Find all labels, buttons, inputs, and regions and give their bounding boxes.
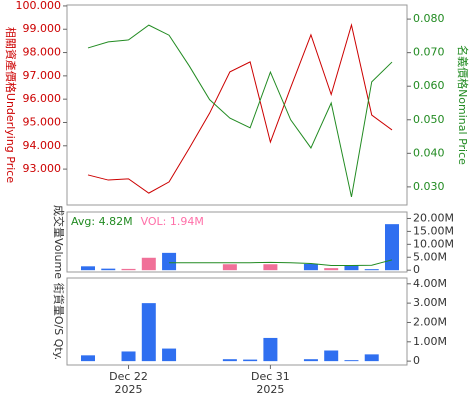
x-tick-label: Dec 31 xyxy=(251,370,290,383)
y-tick-label: 3.00M xyxy=(413,296,447,309)
y-tick-label: 94.000 xyxy=(23,139,62,152)
y-tick-label: 4.00M xyxy=(413,277,447,290)
bar xyxy=(222,359,237,362)
y-axis-label: 街貨量O/S Qty. xyxy=(52,283,66,360)
y-tick-label: 0 xyxy=(413,354,420,367)
series-line xyxy=(87,23,393,194)
bar xyxy=(81,355,95,362)
y-axis-label: 成交量Volume xyxy=(52,205,66,279)
y-tick-label: 98.000 xyxy=(23,46,62,59)
bar xyxy=(303,263,318,271)
y-tick-label: 95.000 xyxy=(23,115,62,128)
y-tick-label: 100.000 xyxy=(16,0,62,12)
y2-tick-label: 0.060 xyxy=(413,79,445,92)
bar xyxy=(121,268,136,271)
x-tick-label: Dec 22 xyxy=(109,370,148,383)
bar xyxy=(263,264,278,271)
bar xyxy=(121,351,136,362)
bar xyxy=(101,268,116,271)
bar xyxy=(162,252,177,271)
bar xyxy=(324,268,339,271)
bar xyxy=(364,354,379,362)
y2-tick-label: 0.050 xyxy=(413,113,445,126)
series-line xyxy=(87,24,393,198)
y2-tick-label: 0.040 xyxy=(413,146,445,159)
bar xyxy=(364,269,379,271)
y2-tick-label: 0.080 xyxy=(413,12,445,25)
bar xyxy=(344,265,359,271)
bar xyxy=(141,257,156,271)
x-tick-sublabel: 2025 xyxy=(115,383,143,396)
average-line xyxy=(169,259,393,267)
y2-axis-label: 名義價格Nominal Price xyxy=(456,45,470,165)
plot-frame xyxy=(66,4,408,206)
x-tick-sublabel: 2025 xyxy=(256,383,284,396)
y2-tick-label: 0.070 xyxy=(413,46,445,59)
bar xyxy=(81,266,95,271)
y-tick-label: 97.000 xyxy=(23,69,62,82)
annotation: Avg: 4.82M xyxy=(71,215,133,228)
bar xyxy=(162,348,177,362)
bar xyxy=(222,264,237,271)
bar xyxy=(303,359,318,362)
y-tick-label: 10.00M xyxy=(413,237,454,250)
y-tick-label: 96.000 xyxy=(23,92,62,105)
plot-frame xyxy=(66,277,408,366)
y-tick-label: 20.00M xyxy=(413,211,454,224)
bar xyxy=(324,350,339,362)
y-axis-label: 相關資產價格Underlying Price xyxy=(4,27,18,183)
y-tick-label: 2.00M xyxy=(413,315,447,328)
annotation: VOL: 1.94M xyxy=(141,215,204,228)
y-tick-label: 0 xyxy=(413,263,420,276)
y-tick-label: 99.000 xyxy=(23,22,62,35)
bar xyxy=(243,359,258,362)
bar xyxy=(385,224,399,271)
bar xyxy=(263,337,278,362)
plot-frame xyxy=(66,211,408,273)
bar xyxy=(344,360,359,362)
y-tick-label: 1.00M xyxy=(413,335,447,348)
y-tick-label: 5.00M xyxy=(413,250,447,263)
y2-tick-label: 0.030 xyxy=(413,180,445,193)
y-tick-label: 93.000 xyxy=(23,162,62,175)
y-tick-label: 15.00M xyxy=(413,224,454,237)
bar xyxy=(141,303,156,362)
